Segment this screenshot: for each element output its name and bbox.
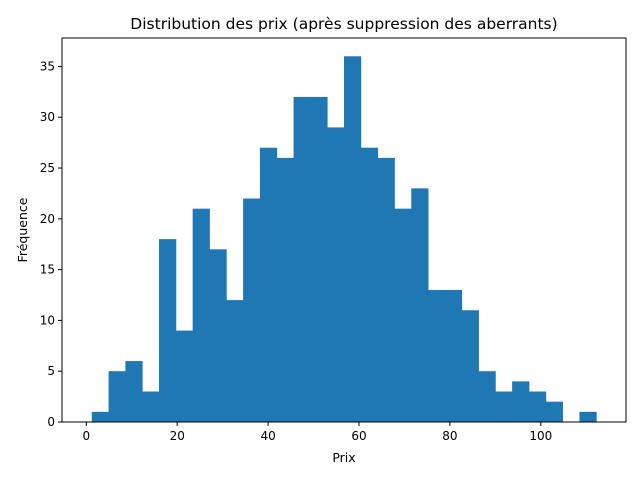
histogram-bar: [512, 381, 530, 422]
x-tick-label: 60: [351, 429, 366, 443]
histogram-bar: [226, 300, 244, 422]
histogram-bar: [327, 127, 345, 423]
y-tick-label: 35: [40, 59, 55, 73]
histogram-bar: [175, 330, 194, 422]
y-tick-label: 15: [40, 263, 55, 277]
histogram-bar: [394, 208, 412, 422]
x-axis-ticks: 0 20 40 60 80 100: [82, 422, 552, 443]
histogram-bar: [108, 371, 126, 422]
histogram-bar: [293, 96, 311, 423]
plot-frame: [61, 37, 627, 423]
histogram-bar: [91, 411, 109, 422]
histogram-bar: [142, 391, 160, 422]
histogram-bar: [444, 289, 463, 422]
bars-group: [91, 56, 597, 423]
chart-title: Distribution des prix (après suppression…: [130, 15, 557, 33]
x-axis-label: Prix: [332, 450, 355, 465]
histogram-bar: [461, 310, 479, 422]
histogram-bar: [545, 401, 564, 422]
histogram-bar: [495, 391, 513, 422]
y-tick-label: 30: [40, 110, 55, 124]
histogram-bar: [159, 239, 177, 422]
histogram-bar: [360, 147, 379, 422]
histogram-bar: [209, 249, 227, 422]
histogram-bar: [259, 147, 278, 422]
y-tick-label: 25: [40, 161, 55, 175]
histogram-bar: [344, 56, 362, 422]
y-axis-label: Fréquence: [15, 197, 30, 262]
x-tick-label: 20: [170, 429, 185, 443]
histogram-bar: [276, 157, 294, 422]
histogram-bar: [125, 361, 143, 422]
y-tick-label: 20: [40, 212, 55, 226]
histogram-bar: [192, 208, 210, 422]
histogram-bar: [310, 96, 328, 423]
histogram-bar: [579, 411, 597, 422]
y-tick-label: 5: [47, 364, 55, 378]
y-tick-label: 0: [47, 415, 55, 429]
histogram-bar: [528, 391, 547, 422]
x-tick-label: 100: [529, 429, 552, 443]
histogram-bar: [243, 198, 261, 422]
y-tick-label: 10: [40, 313, 55, 327]
histogram-bar: [411, 188, 429, 422]
y-axis-ticks: 0 5 10 15 20 25 30 35: [40, 59, 62, 429]
x-tick-label: 0: [82, 429, 90, 443]
histogram-bar: [377, 157, 395, 422]
histogram-bar: [428, 289, 446, 422]
x-tick-label: 80: [442, 429, 457, 443]
x-tick-label: 40: [260, 429, 275, 443]
histogram-bar: [478, 371, 496, 422]
